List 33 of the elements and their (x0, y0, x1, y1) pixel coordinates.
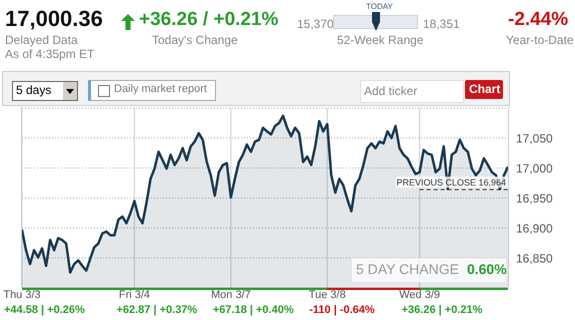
x-tick-label: Mon 3/7 (210, 289, 251, 301)
y-tick-label: 16,850 (516, 251, 554, 266)
text: TODAY (366, 2, 393, 11)
text: Today's Change (152, 33, 238, 47)
x-tick-label: Thu 3/3 (3, 289, 41, 301)
ref-line-label: PREVIOUS CLOSE 16,964 (396, 178, 506, 188)
text: Chart (469, 82, 500, 96)
y-tick-label: 17,050 (516, 131, 554, 146)
annotation: 5 DAY CHANGE (356, 261, 459, 277)
text: 5 days (16, 83, 52, 97)
y-tick-label: 16,950 (516, 191, 554, 206)
y-tick-label: 17,000 (516, 161, 554, 176)
text: Add ticker (364, 84, 418, 98)
text: 52-Week Range (337, 33, 424, 47)
text: +36.26 / +0.21% (139, 9, 278, 31)
x-tick-label: Fri 3/4 (118, 289, 150, 301)
text: Year-to-Date (506, 33, 574, 47)
text: As of 4:35pm ET (5, 47, 94, 61)
text: 18,351 (423, 17, 460, 31)
x-tick-label: Tue 3/8 (308, 289, 346, 301)
x-tick-label: Wed 3/9 (399, 289, 440, 301)
text: 15,370 (297, 17, 334, 31)
text: +44.58 | +0.26% (4, 304, 85, 316)
text: -110 | -0.64% (309, 304, 375, 316)
text: -2.44% (508, 9, 568, 31)
y-tick-label: 16,900 (516, 221, 554, 236)
text: Delayed Data (5, 33, 78, 47)
text: +36.26 | +0.21% (402, 304, 482, 316)
text: +67.18 | +0.40% (212, 304, 294, 316)
text: +62.87 | +0.37% (116, 304, 198, 316)
text: Daily market report (114, 83, 207, 95)
chart-title: 17,000.36 (5, 6, 103, 32)
annotation: 0.60% (466, 261, 507, 277)
